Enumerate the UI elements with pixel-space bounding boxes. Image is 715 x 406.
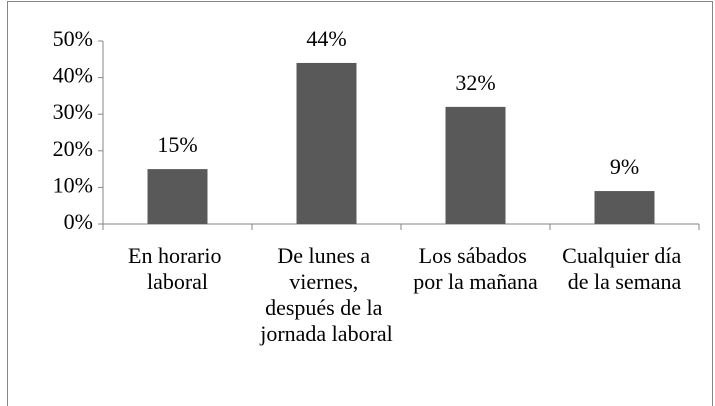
y-tick-label: 10% <box>53 172 93 197</box>
value-label: 32% <box>455 70 495 95</box>
y-tick-label: 30% <box>53 99 93 124</box>
x-tick-label: Cualquier día de la semana <box>562 243 687 294</box>
bar <box>147 169 208 224</box>
x-tick-label: En horario laboral <box>128 243 227 294</box>
x-tick-label: Los sábados por la mañana <box>413 243 538 294</box>
x-tick-label: De lunes a viernes, después de la jornad… <box>259 243 393 346</box>
bar <box>594 191 655 224</box>
bar <box>445 106 506 224</box>
bar <box>296 62 357 225</box>
y-tick-label: 20% <box>53 136 93 161</box>
y-tick-label: 50% <box>53 26 93 51</box>
y-tick-label: 0% <box>64 209 93 234</box>
value-label: 44% <box>306 26 346 51</box>
value-label: 9% <box>610 154 639 179</box>
value-label: 15% <box>157 132 197 157</box>
chart-border <box>7 1 713 406</box>
y-tick-label: 40% <box>53 63 93 88</box>
